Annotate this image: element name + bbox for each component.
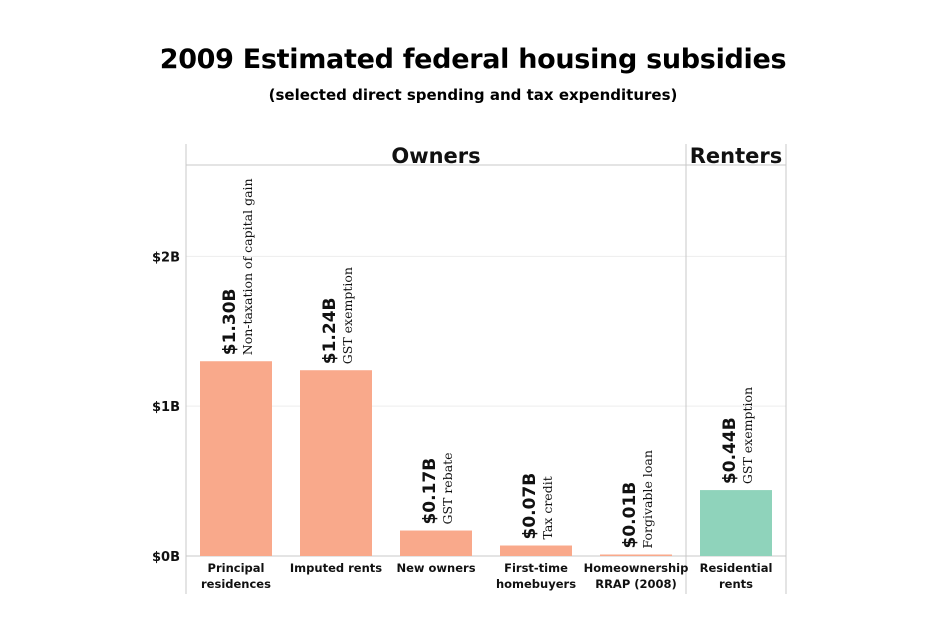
category-label: RRAP (2008) bbox=[595, 577, 677, 591]
y-tick-label: $0B bbox=[152, 550, 180, 565]
bar bbox=[200, 361, 272, 556]
value-label: $1.24B bbox=[320, 297, 340, 364]
group-label-renters: Renters bbox=[690, 144, 783, 168]
value-label: $0.01B bbox=[620, 482, 640, 549]
y-tick-label: $2B bbox=[152, 250, 180, 265]
bar-note: GST exemption bbox=[740, 387, 755, 484]
category-label: residences bbox=[201, 577, 271, 591]
value-label: $0.07B bbox=[520, 473, 540, 540]
group-label-owners: Owners bbox=[391, 144, 480, 168]
bar-note: GST exemption bbox=[340, 267, 355, 364]
value-label: $1.30B bbox=[220, 289, 240, 356]
category-label: First-time bbox=[504, 561, 568, 575]
category-label: Residential bbox=[700, 561, 773, 575]
bar-note: Forgivable loan bbox=[640, 450, 655, 548]
bar-note: GST rebate bbox=[440, 452, 455, 524]
category-label: New owners bbox=[396, 561, 475, 575]
category-label: Imputed rents bbox=[290, 561, 382, 575]
value-label: $0.17B bbox=[420, 458, 440, 525]
category-label: Principal bbox=[208, 561, 265, 575]
category-label: rents bbox=[719, 577, 753, 591]
chart-title: 2009 Estimated federal housing subsidies bbox=[159, 44, 787, 75]
bar bbox=[600, 554, 672, 556]
bar bbox=[400, 530, 472, 556]
value-label: $0.44B bbox=[720, 417, 740, 484]
chart-subtitle: (selected direct spending and tax expend… bbox=[268, 86, 678, 104]
bar-note: Non-taxation of capital gain bbox=[240, 178, 255, 355]
category-label: Homeownership bbox=[584, 561, 689, 575]
y-tick-label: $1B bbox=[152, 400, 180, 415]
bar bbox=[500, 545, 572, 556]
bar-note: Tax credit bbox=[540, 476, 555, 539]
bar bbox=[700, 490, 772, 556]
category-label: homebuyers bbox=[496, 577, 576, 591]
bar bbox=[300, 370, 372, 556]
